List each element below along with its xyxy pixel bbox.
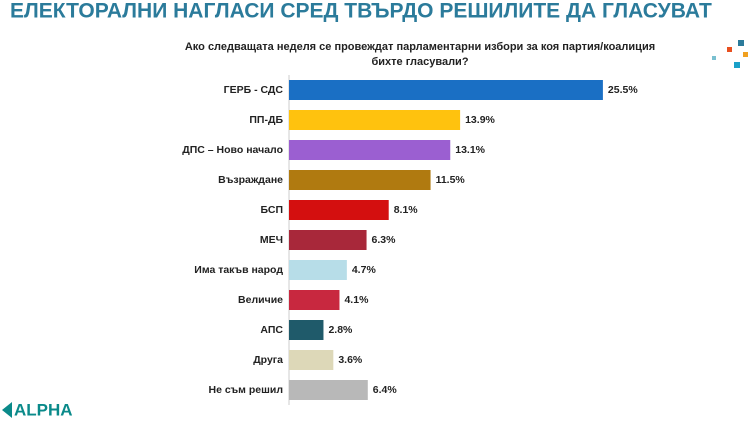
category-label: ДПС – Ново начало (182, 144, 283, 156)
bar (289, 380, 368, 400)
category-label: Не съм решил (208, 384, 283, 396)
value-label: 11.5% (436, 174, 466, 186)
value-label: 13.1% (455, 144, 485, 156)
category-label: Друга (253, 354, 283, 366)
value-label: 6.4% (373, 384, 398, 396)
chart-subtitle: Ако следващата неделя се провеждат парла… (185, 41, 655, 53)
category-label: МЕЧ (260, 234, 283, 246)
bar (289, 80, 603, 100)
value-label: 3.6% (338, 354, 363, 366)
bar (289, 260, 347, 280)
bar (289, 350, 334, 370)
bar (289, 320, 324, 340)
bar (289, 170, 431, 190)
value-label: 4.7% (352, 264, 377, 276)
chart-title: ЕЛЕКТОРАЛНИ НАГЛАСИ СРЕД ТВЪРДО РЕШИЛИТЕ… (10, 0, 712, 23)
category-label: БСП (260, 204, 283, 216)
bar (289, 290, 340, 310)
bar (289, 230, 367, 250)
value-label: 25.5% (608, 84, 638, 96)
category-label: Възраждане (218, 174, 283, 186)
category-label: ГЕРБ - СДС (224, 84, 284, 96)
decoration (712, 40, 748, 68)
chart-subtitle: бихте гласували? (371, 56, 468, 68)
category-label: Величие (238, 294, 283, 306)
logo: ALPHA (2, 400, 73, 419)
bar (289, 200, 389, 220)
bar (289, 140, 451, 160)
category-label: Има такъв народ (194, 264, 283, 276)
category-label: ПП-ДБ (249, 114, 283, 126)
logo-text: ALPHA (14, 400, 73, 419)
value-label: 4.1% (344, 294, 369, 306)
value-label: 6.3% (372, 234, 397, 246)
value-label: 2.8% (328, 324, 353, 336)
value-label: 13.9% (465, 114, 495, 126)
bar (289, 110, 461, 130)
value-label: 8.1% (394, 204, 419, 216)
category-label: АПС (260, 324, 283, 336)
